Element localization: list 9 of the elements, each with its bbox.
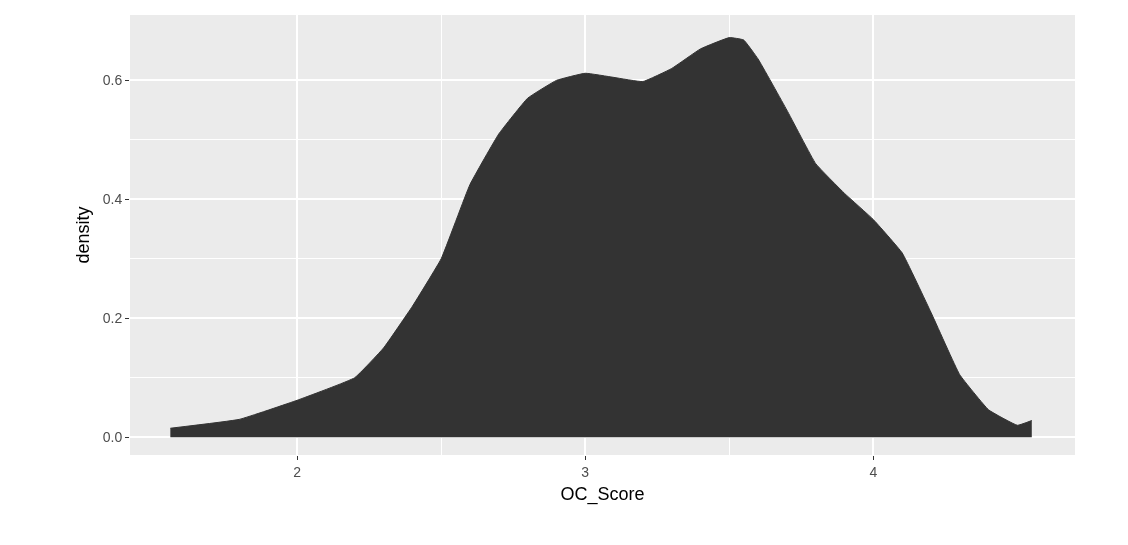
y-tick-label: 0.0 [102, 429, 123, 446]
y-tick-label: 0.6 [102, 72, 123, 89]
y-axis-title: density [72, 206, 93, 264]
x-tick-label: 2 [293, 463, 302, 480]
x-tick-label: 3 [581, 463, 590, 480]
x-axis-title: OC_Score [560, 483, 645, 505]
x-tick-label: 4 [869, 463, 878, 480]
y-tick-label: 0.2 [102, 310, 123, 327]
y-tick-label: 0.4 [102, 191, 123, 208]
